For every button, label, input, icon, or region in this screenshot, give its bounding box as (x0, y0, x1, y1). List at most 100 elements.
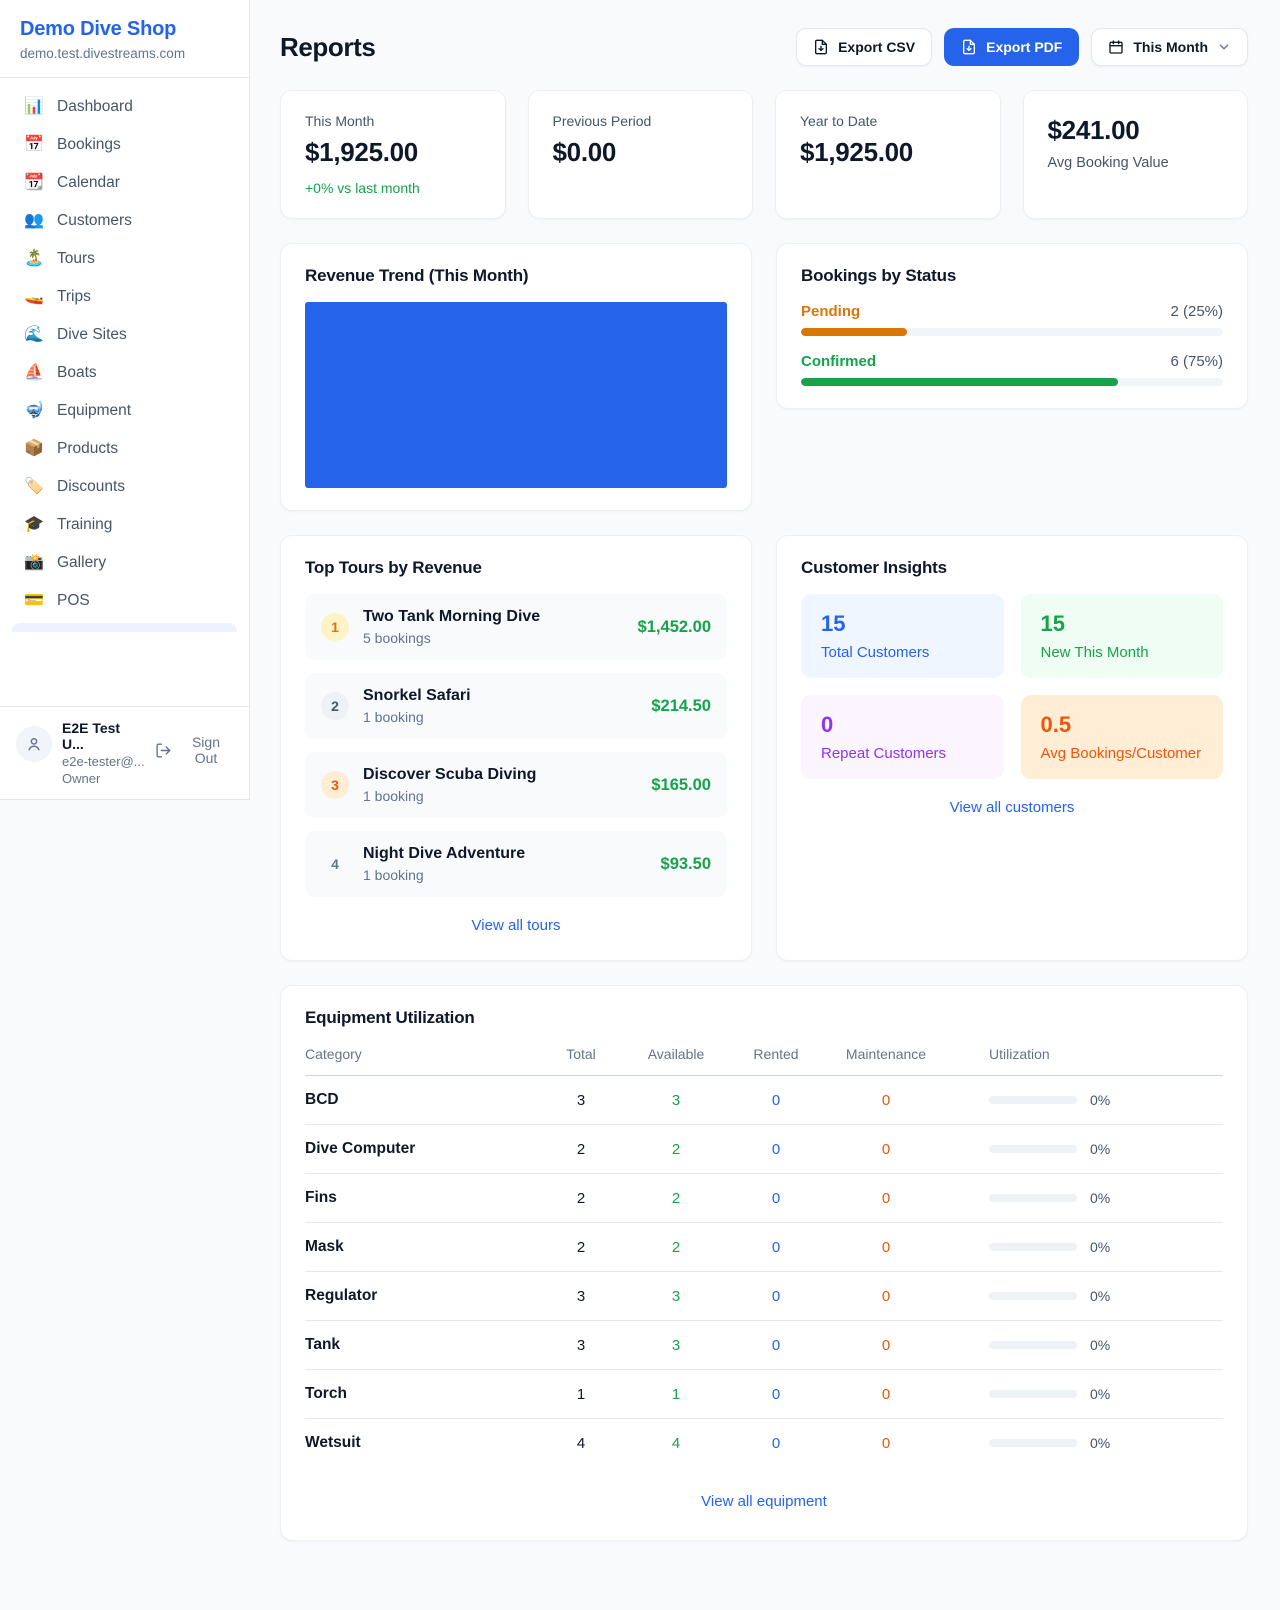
sidebar-item-dashboard[interactable]: 📊 Dashboard (24, 98, 133, 115)
pending-bar-fill (801, 328, 907, 336)
sidebar-item-dive-sites[interactable]: 🌊 Dive Sites (24, 326, 127, 343)
customer-insights-title: Customer Insights (801, 558, 947, 577)
tours-island-icon: 🏝️ (24, 250, 44, 267)
bookings-by-status-card: Bookings by Status Pending 2 (25%) Confi… (776, 243, 1248, 409)
sidebar-item-trips[interactable]: 🚤 Trips (24, 288, 91, 305)
export-csv-button[interactable]: Export CSV (796, 28, 933, 66)
table-row: Dive Computer 2 2 0 0 0% (305, 1125, 1223, 1174)
header-actions: Export CSV Export PDF This Month (796, 28, 1248, 66)
tour-bookings: 1 booking (363, 867, 424, 883)
revenue-trend-card: Revenue Trend (This Month) (280, 243, 752, 511)
tag-icon: 🏷️ (24, 478, 44, 495)
view-all-tours-link[interactable]: View all tours (471, 917, 561, 934)
insight-tile-total-customers: 15 Total Customers (801, 594, 1004, 678)
main-content: Reports Export CSV Export PDF (250, 0, 1280, 1581)
sidebar-item-customers[interactable]: 👥 Customers (24, 212, 132, 229)
equipment-table-header: Category Total Available Rented Maintena… (305, 1046, 1223, 1076)
bookings-by-status-title: Bookings by Status (801, 266, 957, 285)
table-row: Wetsuit 4 4 0 0 0% (305, 1434, 1111, 1452)
sidebar-item-tours[interactable]: 🏝️ Tours (24, 250, 95, 267)
sign-out-button[interactable]: Sign Out (155, 734, 233, 766)
stat-value: $1,925.00 (305, 137, 418, 167)
sidebar-item-pos[interactable]: 💳 POS (24, 592, 90, 609)
tour-revenue: $165.00 (651, 775, 711, 794)
user-avatar (16, 726, 52, 762)
sidebar-item-gallery[interactable]: 📸 Gallery (24, 554, 107, 571)
tour-list: 1 Two Tank Morning Dive 5 bookings $1,45… (305, 594, 727, 897)
shop-domain: demo.test.divestreams.com (20, 46, 186, 61)
customers-icon: 👥 (24, 212, 44, 229)
lists-row: Top Tours by Revenue 1 Two Tank Morning … (280, 535, 1248, 961)
view-all-equipment-link[interactable]: View all equipment (701, 1493, 827, 1510)
sidebar-item-calendar[interactable]: 📆 Calendar (24, 174, 120, 191)
tour-bookings: 1 booking (363, 788, 424, 804)
revenue-trend-title: Revenue Trend (This Month) (305, 266, 529, 285)
utilization-bar-track (989, 1341, 1077, 1349)
table-row: Mask 2 2 0 0 0% (305, 1223, 1223, 1272)
camera-icon: 📸 (24, 554, 44, 571)
top-tours-card: Top Tours by Revenue 1 Two Tank Morning … (280, 535, 752, 961)
rank-badge: 1 (321, 613, 349, 641)
graduation-cap-icon: 🎓 (24, 516, 44, 533)
equipment-table: Category Total Available Rented Maintena… (305, 1046, 1223, 1467)
sidebar-item-discounts[interactable]: 🏷️ Discounts (24, 478, 126, 495)
utilization-bar-track (989, 1243, 1077, 1251)
top-tours-title: Top Tours by Revenue (305, 558, 482, 577)
table-row: BCD 3 3 0 0 0% (305, 1076, 1223, 1125)
user-email: e2e-tester@... (62, 754, 145, 769)
sidebar-item-bookings[interactable]: 📅 Bookings (24, 136, 121, 153)
equipment-utilization-card: Equipment Utilization Category Total Ava… (280, 985, 1248, 1541)
user-role: Owner (62, 771, 101, 786)
shop-name: Demo Dive Shop (20, 18, 177, 40)
bookings-calendar-icon: 📅 (24, 136, 44, 153)
tour-row: 4 Night Dive Adventure 1 booking $93.50 (305, 831, 727, 897)
charts-row: Revenue Trend (This Month) Bookings by S… (280, 243, 1248, 511)
status-row-pending: Pending 2 (25%) (801, 303, 1223, 336)
rank-badge: 2 (321, 692, 349, 720)
wave-icon: 🌊 (24, 326, 44, 343)
stats-row: This Month $1,925.00 +0% vs last month P… (280, 90, 1248, 219)
table-row: Fins 2 2 0 0 0% (305, 1174, 1223, 1223)
table-row: Torch 1 1 0 0 0% (305, 1370, 1223, 1419)
tour-name: Two Tank Morning Dive (363, 608, 541, 625)
export-pdf-button[interactable]: Export PDF (944, 28, 1080, 66)
stat-value: $0.00 (552, 137, 617, 167)
sidebar-item-equipment[interactable]: 🤿 Equipment (24, 402, 132, 419)
pending-bar-track (801, 328, 1223, 336)
utilization-bar-track (989, 1096, 1077, 1104)
sidebar-item-reports-partial[interactable] (12, 623, 237, 632)
credit-card-icon: 💳 (24, 592, 44, 609)
utilization-bar-track (989, 1292, 1077, 1300)
insight-tile-avg-bookings: 0.5 Avg Bookings/Customer (1020, 695, 1223, 779)
sidebar-item-training[interactable]: 🎓 Training (24, 516, 113, 533)
page-title: Reports (280, 31, 376, 62)
package-icon: 📦 (24, 440, 44, 457)
tour-revenue: $1,452.00 (637, 617, 711, 636)
stat-card-year-to-date: Year to Date $1,925.00 (775, 90, 1001, 219)
chevron-down-icon (1219, 44, 1229, 50)
tour-row: 1 Two Tank Morning Dive 5 bookings $1,45… (305, 594, 727, 660)
user-name: E2E Test U... (62, 720, 121, 752)
period-dropdown[interactable]: This Month (1091, 28, 1248, 66)
sidebar-item-boats[interactable]: ⛵ Boats (24, 364, 97, 381)
revenue-trend-chart (305, 302, 727, 488)
utilization-bar-track (989, 1390, 1077, 1398)
stat-delta: +0% vs last month (305, 180, 420, 196)
stat-value: $1,925.00 (800, 137, 913, 167)
tour-name: Snorkel Safari (363, 687, 471, 704)
table-row: Tank 3 3 0 0 0% (305, 1321, 1223, 1370)
utilization-bar-track (989, 1145, 1077, 1153)
tour-name: Discover Scuba Diving (363, 766, 537, 783)
equipment-table-body: BCD 3 3 0 0 0% Dive Computer 2 2 0 0 (305, 1076, 1223, 1467)
status-row-confirmed: Confirmed 6 (75%) (801, 353, 1223, 386)
sidebar: Demo Dive Shop demo.test.divestreams.com… (0, 0, 250, 800)
user-info: E2E Test U... e2e-tester@... Owner (62, 720, 145, 786)
file-download-icon (815, 39, 828, 55)
page-header: Reports Export CSV Export PDF (280, 28, 1248, 66)
stat-card-avg-booking-value: $241.00 Avg Booking Value (1022, 90, 1248, 219)
sidebar-item-products[interactable]: 📦 Products (24, 440, 119, 457)
stat-value: $241.00 (1047, 115, 1140, 145)
view-all-customers-link[interactable]: View all customers (949, 799, 1075, 816)
file-download-icon (963, 39, 976, 55)
brand-block: Demo Dive Shop demo.test.divestreams.com (0, 0, 249, 78)
